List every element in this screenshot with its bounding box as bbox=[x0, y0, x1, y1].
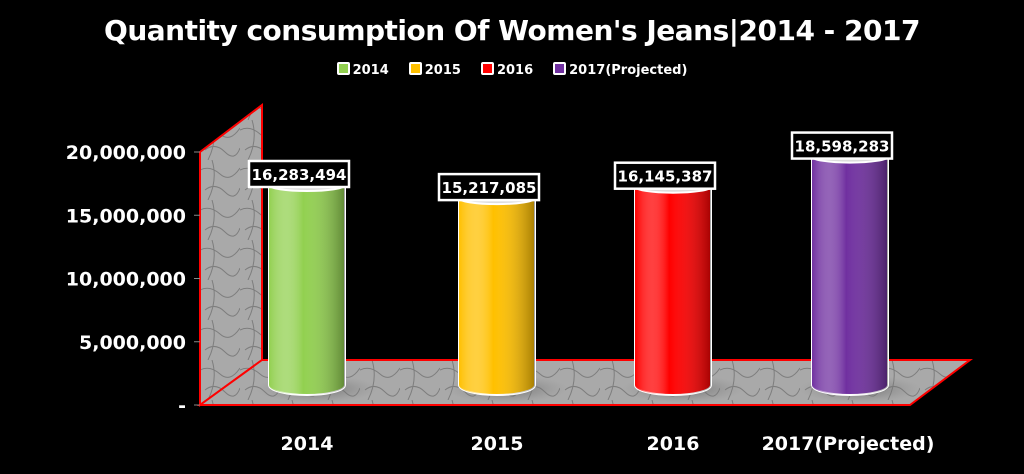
x-tick-label: 2016 bbox=[647, 433, 700, 455]
legend: 2014 2015 2016 2017(Projected) bbox=[0, 62, 1024, 78]
legend-label: 2014 bbox=[352, 63, 389, 78]
legend-swatch bbox=[480, 62, 494, 75]
bar-shading bbox=[269, 185, 345, 395]
data-label: 15,217,085 bbox=[442, 179, 537, 197]
back-wall bbox=[199, 102, 263, 407]
bar-2016 bbox=[634, 179, 712, 396]
bar-2017(Projected) bbox=[811, 149, 889, 396]
bar-2014 bbox=[268, 178, 346, 396]
x-tick-label: 2015 bbox=[471, 433, 524, 455]
y-tick-label: 20,000,000 bbox=[66, 142, 186, 164]
legend-item: 2015 bbox=[408, 62, 461, 78]
data-label: 16,145,387 bbox=[618, 168, 713, 186]
data-label: 18,598,283 bbox=[795, 138, 890, 156]
legend-item: 2014 bbox=[336, 62, 389, 78]
bar-2015 bbox=[458, 191, 536, 396]
legend-swatch bbox=[553, 62, 567, 75]
data-label-box bbox=[247, 159, 351, 189]
bar-shading bbox=[635, 186, 711, 395]
y-tick-label: 5,000,000 bbox=[79, 332, 186, 354]
bar-shading bbox=[459, 198, 535, 395]
bar-shading bbox=[812, 156, 888, 395]
legend-item: 2017(Projected) bbox=[553, 62, 687, 78]
legend-item: 2016 bbox=[480, 62, 534, 78]
legend-label: 2016 bbox=[496, 63, 534, 78]
x-tick-label: 2017(Projected) bbox=[762, 433, 935, 455]
chart-title: Quantity consumption Of Women's Jeans|20… bbox=[104, 14, 920, 47]
y-tick-label: - bbox=[178, 395, 186, 417]
floor bbox=[196, 359, 973, 406]
data-label-box bbox=[790, 131, 894, 160]
data-label-box bbox=[613, 161, 717, 190]
legend-label: 2017(Projected) bbox=[569, 63, 688, 78]
legend-swatch bbox=[336, 62, 350, 75]
data-label: 16,283,494 bbox=[252, 166, 347, 184]
legend-label: 2015 bbox=[424, 63, 461, 78]
y-tick-label: 15,000,000 bbox=[66, 205, 186, 227]
legend-swatch bbox=[408, 62, 422, 75]
data-label-box bbox=[437, 172, 541, 202]
x-tick-label: 2014 bbox=[281, 433, 334, 455]
y-tick-label: 10,000,000 bbox=[66, 269, 186, 291]
